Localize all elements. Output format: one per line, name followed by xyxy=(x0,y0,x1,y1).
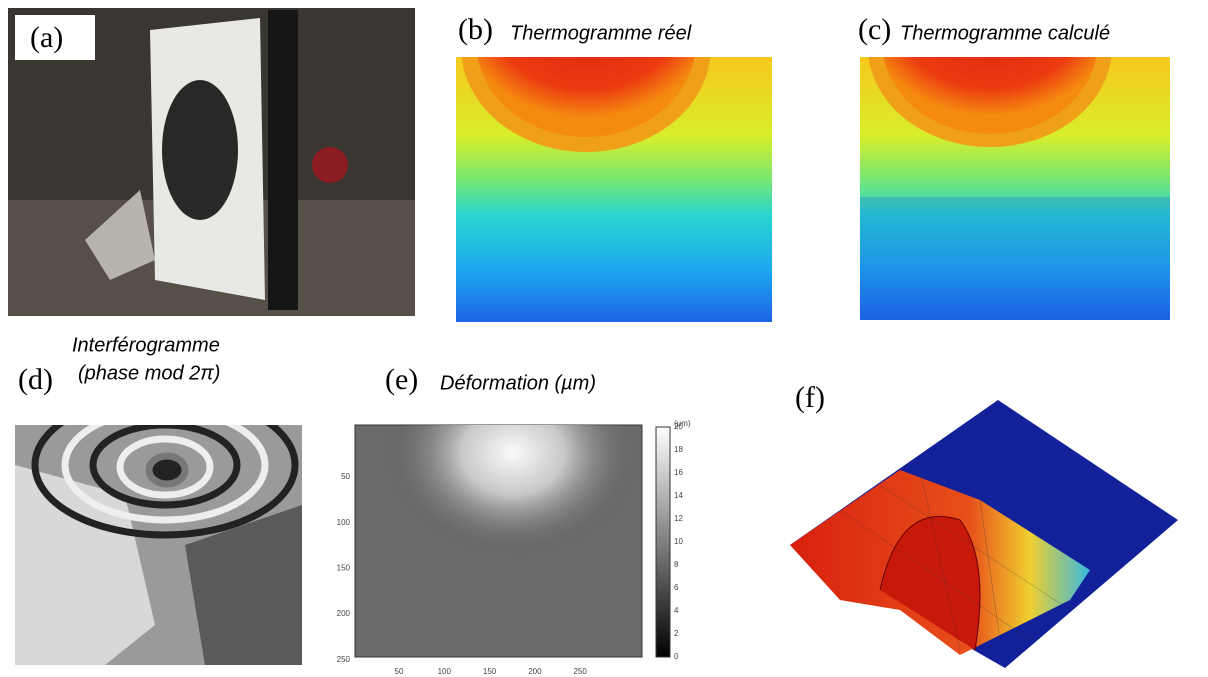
panel-label: (c) xyxy=(858,13,891,46)
colorbar-tick-label: 14 xyxy=(674,491,683,500)
panel-title: Interférogramme xyxy=(72,334,220,356)
colorbar-tick-label: 16 xyxy=(674,468,683,477)
camera xyxy=(312,147,348,183)
colorbar-tick-label: 10 xyxy=(674,537,683,546)
panel-label: (f) xyxy=(795,381,825,414)
thermogram xyxy=(860,0,1170,320)
colorbar-tick-label: 12 xyxy=(674,514,683,523)
y-tick-label: 100 xyxy=(337,518,351,527)
y-tick-label: 50 xyxy=(341,472,350,481)
panel-title: Thermogramme réel xyxy=(510,22,692,44)
colorbar-tick-label: 18 xyxy=(674,445,683,454)
noise xyxy=(860,197,1170,320)
colorbar-tick-label: 8 xyxy=(674,560,679,569)
colorbar-tick-label: 4 xyxy=(674,606,679,615)
figure: (a) (b) Thermogramme réel (c) Thermogram… xyxy=(0,0,1208,677)
fringe xyxy=(149,456,185,484)
interferogram xyxy=(15,395,302,665)
x-tick-label: 50 xyxy=(395,667,404,676)
panel-label: (d) xyxy=(18,363,53,396)
x-tick-label: 150 xyxy=(483,667,497,676)
colorbar-tick-label: 2 xyxy=(674,629,679,638)
panel-title: Thermogramme calculé xyxy=(900,22,1110,44)
panel-title: Déformation (µm) xyxy=(440,372,596,394)
x-tick-label: 100 xyxy=(438,667,452,676)
colorbar-tick-label: 20 xyxy=(674,422,683,431)
deformation-peak xyxy=(355,425,642,657)
panel-label: (e) xyxy=(385,363,418,396)
panel-title: (phase mod 2π) xyxy=(78,362,220,384)
y-tick-label: 200 xyxy=(337,609,351,618)
x-tick-label: 200 xyxy=(528,667,542,676)
thermogram xyxy=(456,0,772,322)
colorbar-tick-label: 0 xyxy=(674,652,679,661)
panel-label: (b) xyxy=(458,13,493,46)
frame xyxy=(268,10,298,310)
panel-label: (a) xyxy=(30,21,63,54)
colorbar-tick-label: 6 xyxy=(674,583,679,592)
colorbar xyxy=(656,427,670,657)
y-tick-label: 150 xyxy=(337,564,351,573)
sample xyxy=(162,80,238,220)
y-tick-label: 250 xyxy=(337,655,351,664)
x-tick-label: 250 xyxy=(574,667,588,676)
